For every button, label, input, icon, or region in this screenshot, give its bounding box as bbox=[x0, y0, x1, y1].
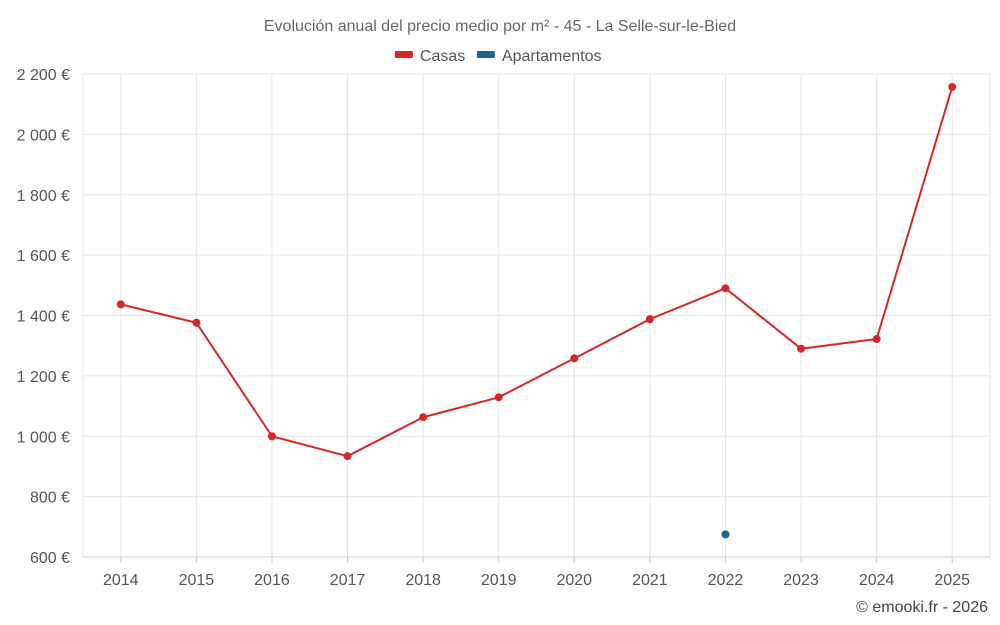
data-point-casas bbox=[645, 315, 654, 324]
y-tick-label: 1 600 € bbox=[17, 248, 70, 265]
legend-swatch-apartamentos bbox=[476, 51, 495, 58]
data-point-casas bbox=[419, 413, 428, 422]
data-point-casas bbox=[116, 300, 125, 309]
y-tick-label: 1 000 € bbox=[17, 429, 70, 446]
data-point-apartamentos bbox=[721, 530, 730, 539]
data-point-casas bbox=[948, 82, 957, 91]
x-tick-label: 2023 bbox=[783, 572, 819, 589]
data-point-casas bbox=[494, 393, 503, 402]
x-tick-label: 2017 bbox=[330, 572, 366, 589]
x-tick-label: 2021 bbox=[632, 572, 668, 589]
grid bbox=[82, 73, 991, 558]
series-line-casas bbox=[120, 86, 954, 458]
legend: Casas Apartamentos bbox=[394, 48, 602, 65]
y-axis: 600 € 800 € 1 000 € 1 200 € 1 400 € 1 600 € 1 … bbox=[17, 67, 70, 567]
x-axis: 2014 2015 2016 2017 2018 2019 2020 2021 2022 2023… bbox=[83, 556, 990, 589]
y-tick-label: 2 000 € bbox=[17, 127, 70, 144]
y-tick-label: 2 200 € bbox=[17, 67, 70, 84]
legend-label-casas: Casas bbox=[420, 48, 465, 65]
x-tick-label: 2024 bbox=[859, 572, 895, 589]
credit-text: © emooki.fr - 2026 bbox=[856, 599, 988, 616]
y-tick-label: 800 € bbox=[30, 490, 70, 507]
data-point-casas bbox=[343, 452, 352, 461]
y-tick-label: 1 800 € bbox=[17, 188, 70, 205]
data-point-casas bbox=[721, 284, 730, 293]
x-tick-label: 2025 bbox=[934, 572, 970, 589]
x-tick-label: 2018 bbox=[405, 572, 441, 589]
y-tick-label: 1 400 € bbox=[17, 309, 70, 326]
x-tick-label: 2014 bbox=[103, 572, 139, 589]
data-point-casas bbox=[872, 335, 881, 344]
y-tick-label: 1 200 € bbox=[17, 369, 70, 386]
data-point-casas bbox=[267, 432, 276, 441]
legend-swatch-casas bbox=[394, 51, 413, 58]
data-point-casas bbox=[797, 344, 806, 353]
legend-label-apartamentos: Apartamentos bbox=[502, 48, 602, 65]
x-tick-label: 2019 bbox=[481, 572, 517, 589]
chart-title: Evolución anual del precio medio por m² … bbox=[264, 18, 736, 35]
series-layer bbox=[116, 82, 957, 539]
data-point-casas bbox=[192, 318, 201, 327]
x-tick-label: 2016 bbox=[254, 572, 290, 589]
data-point-casas bbox=[570, 354, 579, 363]
y-tick-label: 600 € bbox=[30, 550, 70, 567]
x-tick-label: 2015 bbox=[179, 572, 215, 589]
x-tick-label: 2022 bbox=[708, 572, 744, 589]
x-tick-label: 2020 bbox=[556, 572, 592, 589]
